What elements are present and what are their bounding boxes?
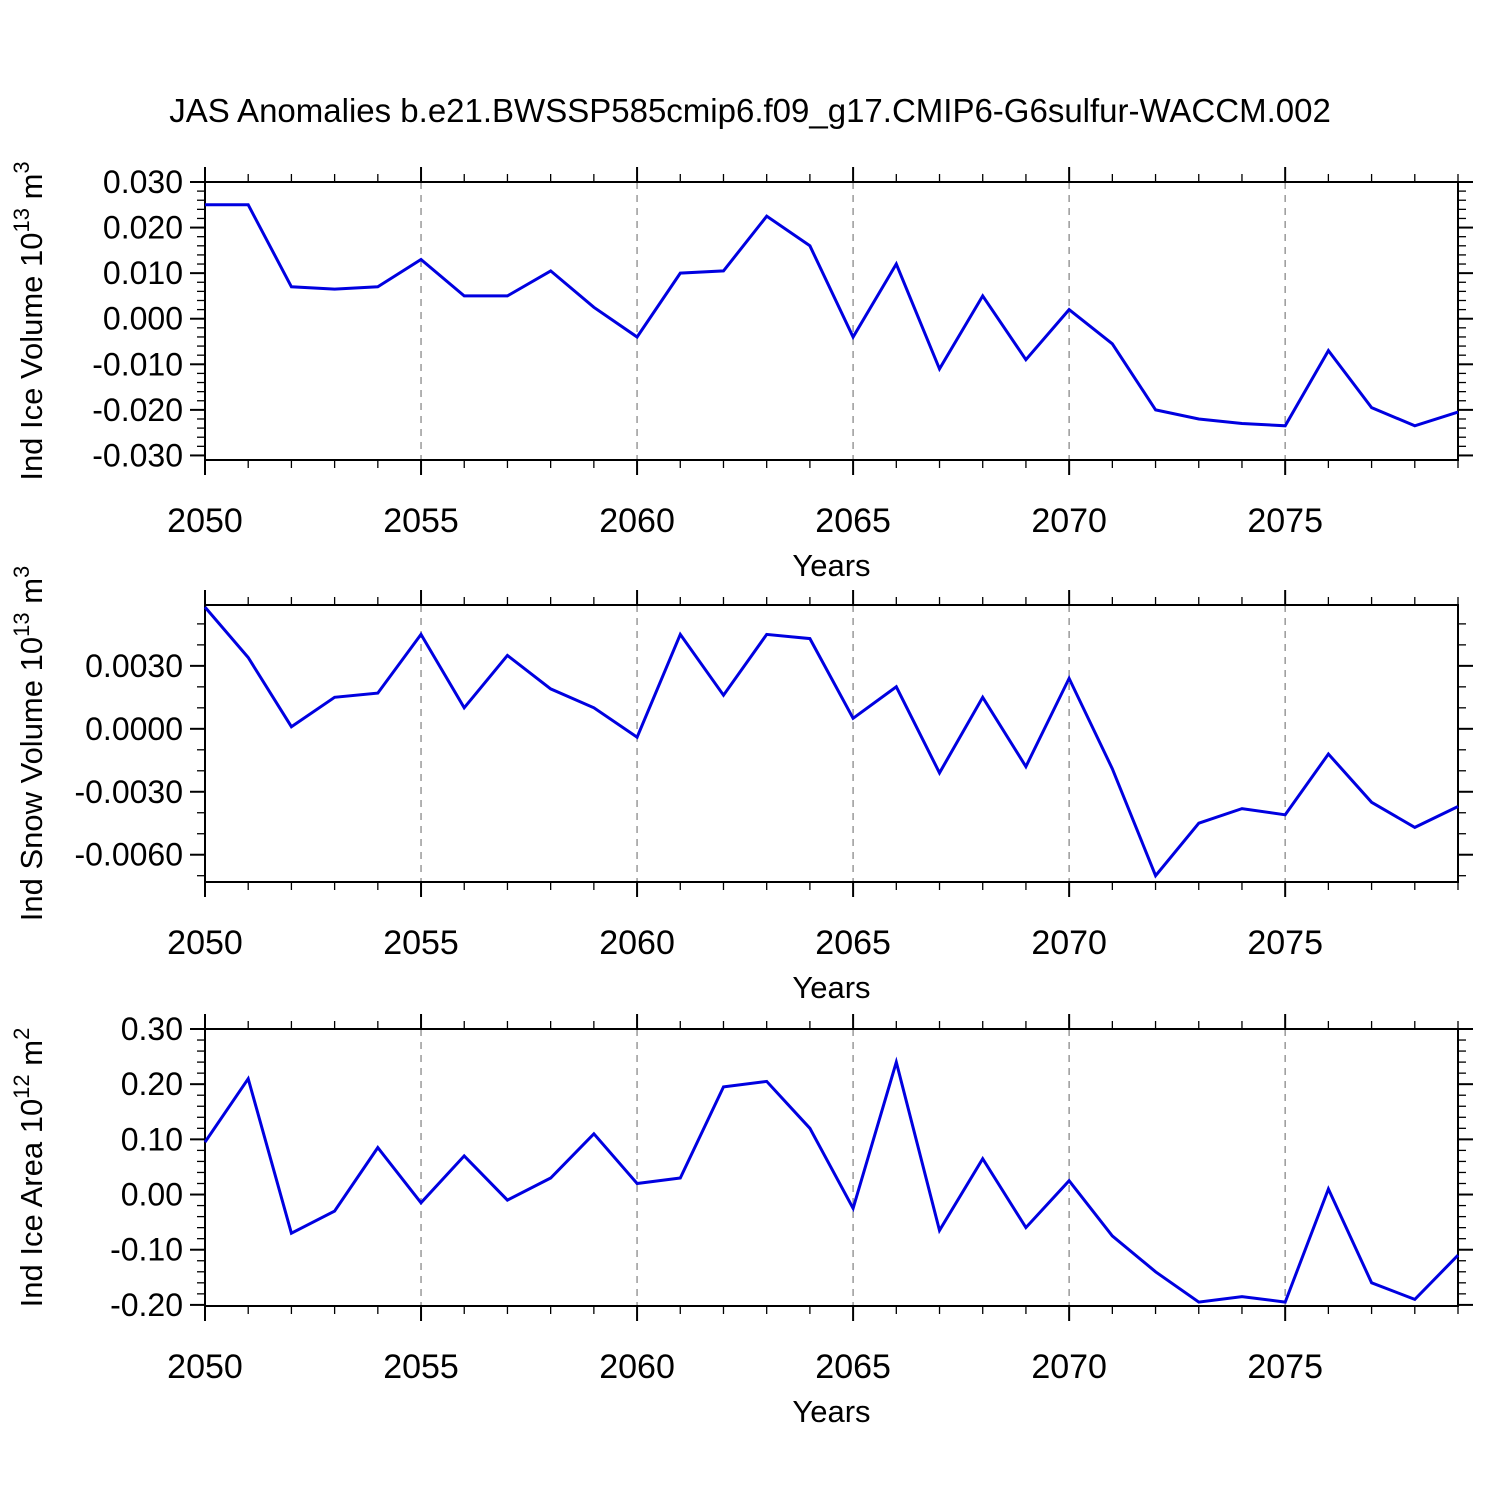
x-axis-label: Years: [792, 970, 870, 1005]
x-tick-label: 2065: [815, 1348, 891, 1386]
x-axis-label: Years: [792, 1394, 870, 1429]
plot-frame: [204, 1028, 1459, 1307]
y-axis-title: Ind Ice Volume 1013​ m3​: [9, 161, 49, 480]
x-tick-label: 2060: [599, 1348, 675, 1386]
panel-ind-snow-volume: 0.0030 0.0000 -0.0030 -0.0060 2050 2055 2060 20…: [9, 566, 1473, 1005]
y-tick-label: 0.000: [103, 301, 183, 337]
x-tick-label: 2070: [1031, 924, 1107, 962]
plot-frame: [204, 604, 1459, 883]
chart-title: JAS Anomalies b.e21.BWSSP585cmip6.f09_g1…: [169, 92, 1331, 129]
x-tick-label: 2060: [599, 502, 675, 540]
x-tick-label: 2060: [599, 924, 675, 962]
y-tick-label: -0.020: [92, 392, 183, 428]
x-tick-label: 2050: [167, 924, 243, 962]
x-tick-label: 2070: [1031, 502, 1107, 540]
x-axis-label: Years: [792, 548, 870, 583]
y-tick-label: 0.010: [103, 255, 183, 291]
x-tick-label: 2050: [167, 1348, 243, 1386]
y-tick-label: 0.20: [121, 1066, 183, 1102]
y-tick-label: 0.0030: [85, 648, 183, 684]
data-line-ind-snow-volume: [203, 606, 1459, 879]
panel-ind-ice-volume: 0.030 0.020 0.010 0.000 -0.010 -0.020 -0.030 20…: [9, 161, 1473, 583]
y-tick-label: -0.20: [110, 1287, 183, 1323]
x-tick-label: 2075: [1247, 1348, 1323, 1386]
y-tick-label: 0.030: [103, 164, 183, 200]
x-tick-label: 2075: [1247, 502, 1323, 540]
x-tick-label: 2050: [167, 502, 243, 540]
y-tick-label: -0.030: [92, 437, 183, 473]
y-tick-label: -0.10: [110, 1232, 183, 1268]
x-tick-label: 2065: [815, 924, 891, 962]
y-axis-title: Ind Snow Volume 1013​ m3​: [9, 566, 49, 922]
plot-frame: [204, 181, 1459, 461]
panel-ind-ice-area: 0.30 0.20 0.10 0.00 -0.10 -0.20 2050 2055 2060 20…: [9, 1011, 1473, 1429]
y-tick-label: -0.0060: [74, 837, 183, 873]
y-tick-label: 0.10: [121, 1121, 183, 1157]
y-tick-label: -0.010: [92, 346, 183, 382]
x-tick-label: 2055: [383, 502, 459, 540]
data-line-ind-ice-area: [203, 1056, 1460, 1304]
x-tick-label: 2055: [383, 1348, 459, 1386]
x-tick-label: 2075: [1247, 924, 1323, 962]
y-tick-label: 0.00: [121, 1177, 183, 1213]
x-tick-label: 2070: [1031, 1348, 1107, 1386]
y-tick-label: 0.020: [103, 210, 183, 246]
y-axis-title: Ind Ice Area 1012​ m2​: [9, 1028, 49, 1308]
data-line-ind-ice-volume: [205, 203, 1459, 428]
y-tick-label: 0.30: [121, 1011, 183, 1047]
x-tick-label: 2065: [815, 502, 891, 540]
y-tick-label: -0.0030: [74, 774, 183, 810]
x-tick-label: 2055: [383, 924, 459, 962]
y-tick-label: 0.0000: [85, 711, 183, 747]
